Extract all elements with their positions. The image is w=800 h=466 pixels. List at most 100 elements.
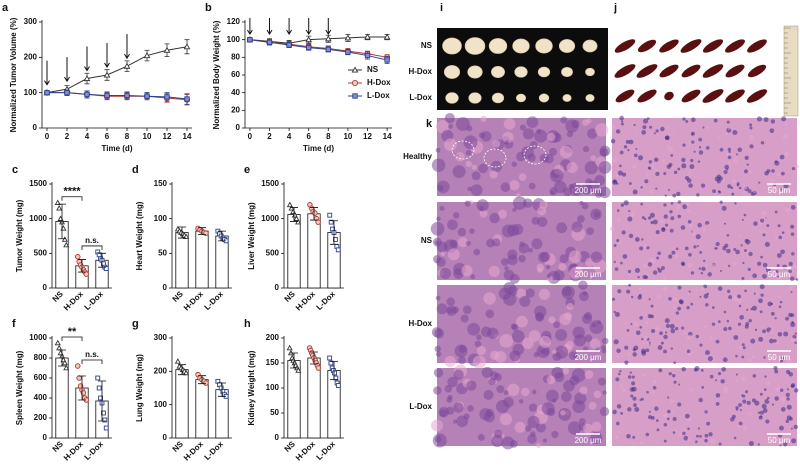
tissue-texture [735, 408, 738, 411]
tissue-texture [497, 209, 507, 219]
tissue-texture [779, 358, 784, 363]
tissue-texture [546, 132, 556, 142]
tissue-texture [634, 237, 640, 242]
tissue-texture [521, 387, 530, 397]
dose-arrow [44, 60, 50, 86]
x-tick-label: 2 [267, 132, 272, 141]
x-tick-label: 8 [125, 132, 130, 141]
tissue-texture [719, 200, 723, 204]
marker [96, 385, 102, 391]
marker [286, 42, 292, 48]
scale-label: 50 μm [768, 436, 791, 445]
tumor [582, 39, 598, 53]
y-tick-label: 0 [43, 433, 48, 442]
tissue-texture [663, 423, 668, 427]
marker [64, 90, 70, 96]
tissue-texture [790, 427, 793, 430]
marker [203, 380, 209, 386]
tissue-texture [704, 438, 708, 443]
tissue-texture [677, 285, 682, 290]
tissue-texture [434, 240, 440, 245]
tissue-texture [562, 367, 570, 375]
marker [383, 33, 391, 40]
tissue-texture [778, 235, 783, 240]
tissue-texture [466, 125, 473, 132]
y-tick-label: 150 [266, 358, 280, 367]
tissue-texture [746, 163, 749, 166]
x-tick-label: H-Dox [294, 439, 317, 462]
error-bar [58, 203, 66, 240]
spleen [702, 89, 724, 103]
tissue-texture [668, 297, 672, 301]
tissue-texture [577, 215, 585, 223]
tissue-texture [510, 323, 517, 330]
tumor [535, 38, 553, 54]
tumor [467, 65, 483, 79]
tissue-texture [632, 442, 636, 445]
tissue-texture [455, 117, 470, 132]
y-tick-label: 1000 [261, 214, 279, 223]
tissue-texture [657, 294, 662, 299]
tissue-texture [624, 360, 629, 365]
tissue-texture [780, 407, 786, 412]
tissue-texture [467, 405, 474, 412]
tissue-texture [715, 339, 720, 344]
significance-bracket [61, 196, 83, 201]
tissue-texture [738, 304, 742, 308]
tissue-texture [635, 147, 638, 151]
panel-label: k [426, 118, 433, 130]
tissue-texture [490, 350, 500, 360]
tissue-texture [584, 334, 593, 343]
panel-label: i [440, 2, 443, 14]
tissue-texture [711, 306, 715, 309]
tissue-texture [741, 218, 744, 221]
marker [335, 383, 341, 388]
tissue-texture [535, 312, 545, 322]
tissue-texture [717, 372, 722, 376]
tissue-texture [642, 125, 647, 130]
tissue-texture [648, 341, 651, 344]
tissue-texture [742, 426, 748, 431]
tissue-texture [615, 377, 620, 382]
x-tick-label: L-Dox [203, 289, 226, 312]
tissue-texture [706, 125, 709, 129]
tissue-texture [470, 184, 483, 196]
tissue-texture [612, 157, 617, 163]
tissue-texture [633, 123, 636, 127]
tissue-texture [750, 346, 753, 350]
tissue-texture [519, 124, 527, 131]
tissue-texture [699, 250, 703, 254]
tissue-texture [687, 292, 691, 296]
tissue-texture [667, 409, 671, 414]
tissue-texture [619, 115, 624, 121]
tissue-texture [476, 334, 482, 341]
x-tick-label: 12 [163, 132, 172, 141]
tissue-texture [458, 356, 466, 365]
tissue-texture [518, 399, 524, 404]
tissue-texture [732, 179, 736, 184]
tissue-texture [771, 169, 775, 173]
tissue-texture [595, 123, 609, 137]
tissue-texture [794, 341, 797, 345]
tissue-texture [763, 230, 767, 234]
tissue-texture [741, 276, 745, 281]
row-label: NS [421, 236, 433, 245]
x-tick-label: NS [51, 439, 66, 454]
y-tick-label: 300 [154, 333, 168, 342]
tissue-texture [722, 179, 725, 182]
y-axis-label: Kidney Weight (mg) [247, 350, 256, 425]
tissue-texture [688, 252, 692, 257]
tissue-texture [624, 375, 627, 378]
x-tick-label: NS [283, 439, 298, 454]
tissue-texture [464, 200, 471, 207]
tissue-texture [650, 258, 656, 264]
tissue-texture [717, 286, 723, 291]
tissue-texture [666, 126, 670, 129]
y-tick-label: 0 [163, 433, 168, 442]
tissue-texture [503, 118, 516, 130]
tissue-texture [663, 203, 667, 207]
tissue-texture [704, 410, 708, 414]
tissue-texture [749, 144, 754, 149]
tissue-texture [633, 403, 637, 408]
tissue-texture [781, 116, 787, 122]
